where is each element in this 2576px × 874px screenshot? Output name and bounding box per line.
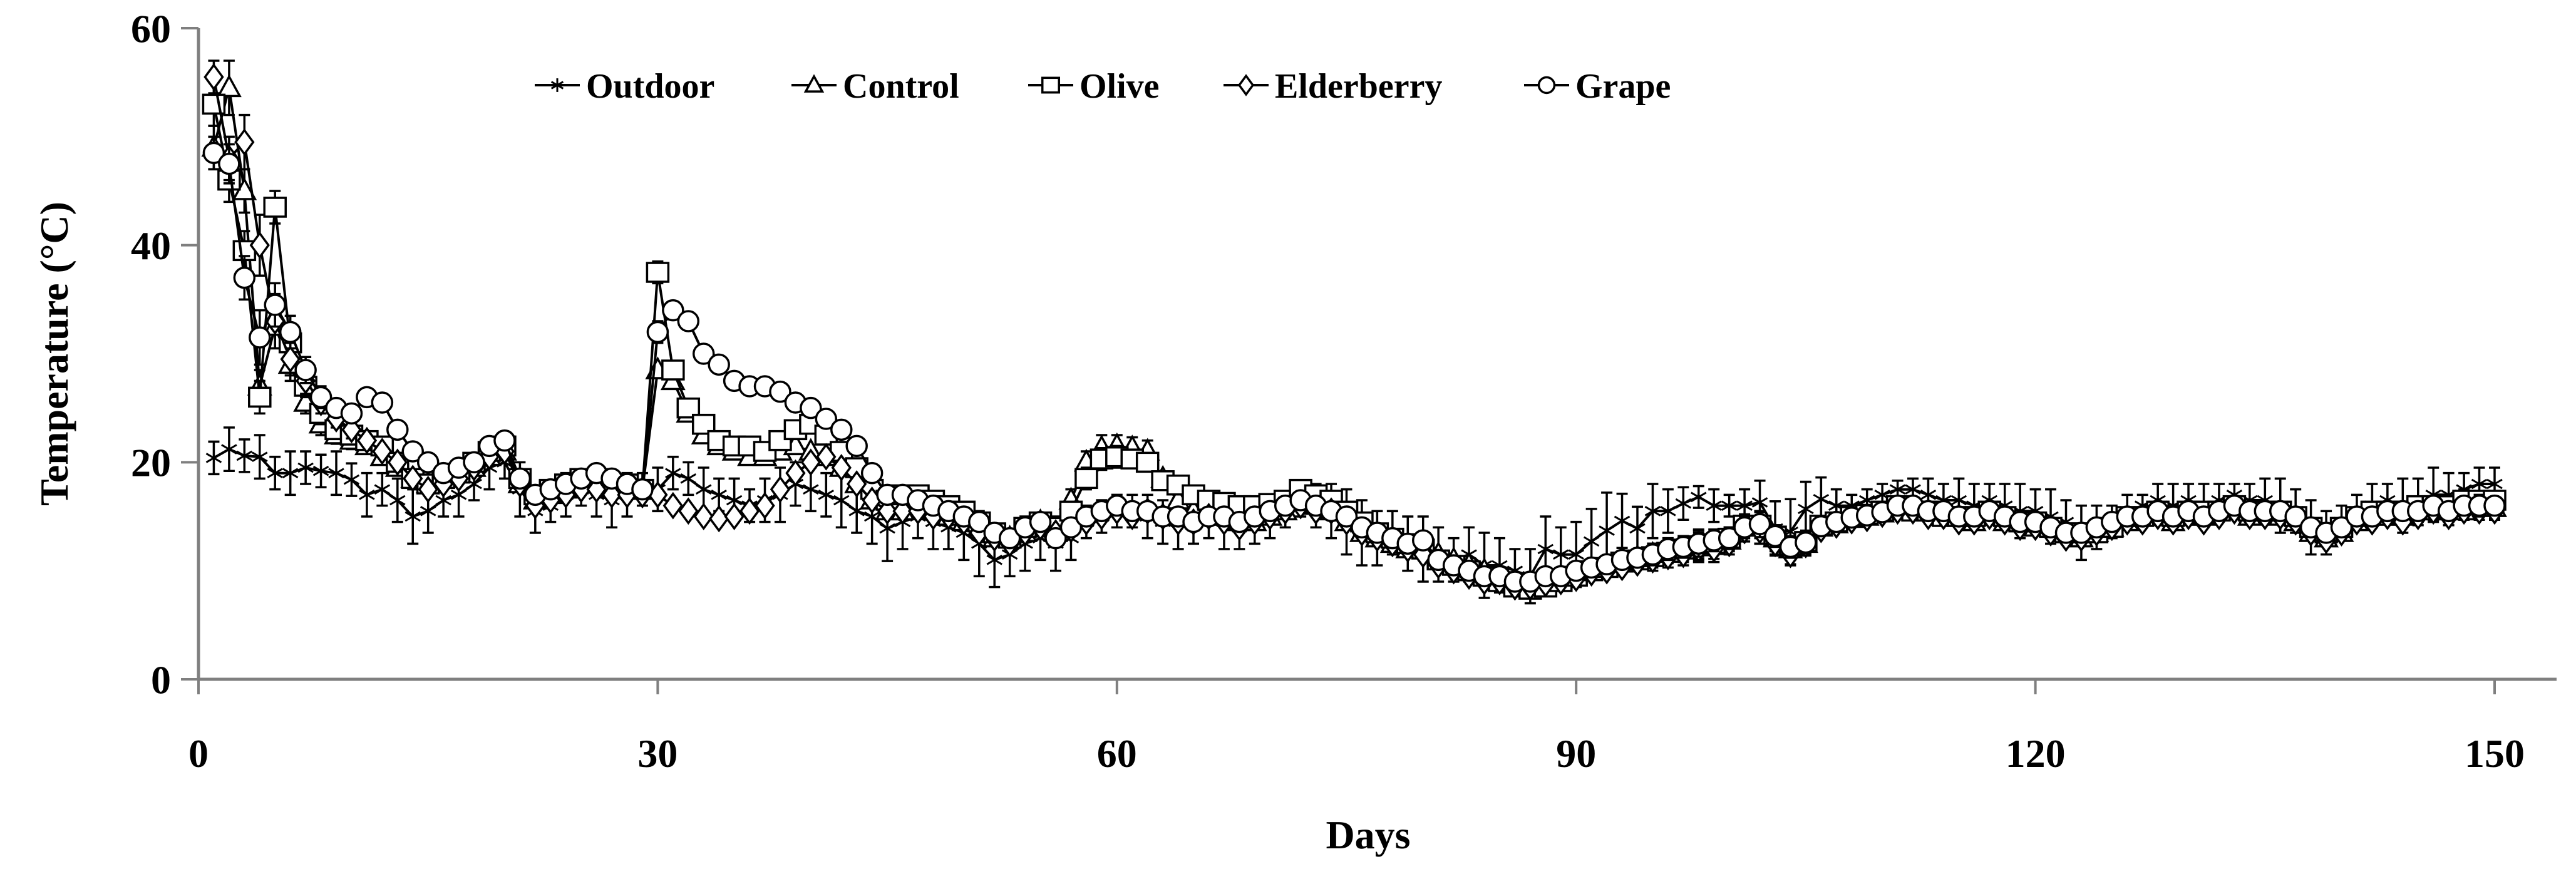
legend-label-olive: Olive — [1079, 67, 1160, 106]
y-tick-label-0: 0 — [151, 657, 171, 702]
legend-layer: Outdoor Control Olive Elderberry Grape — [535, 67, 1671, 106]
series-grape — [202, 135, 2506, 593]
legend-item-olive: Olive — [1028, 67, 1160, 106]
legend-label-outdoor: Outdoor — [586, 67, 714, 106]
y-tick-label-60: 60 — [131, 6, 171, 51]
x-tick-label-90: 90 — [1556, 731, 1596, 776]
y-axis-title: Temperature (°C) — [32, 202, 76, 506]
y-tick-label-40: 40 — [131, 224, 171, 268]
series-layer — [201, 59, 2507, 605]
x-tick-label-30: 30 — [637, 731, 677, 776]
axes-layer: 0 20 40 60 0 30 60 90 120 150 — [131, 6, 2557, 776]
x-axis-title: Days — [1326, 813, 1410, 857]
legend-item-outdoor: Outdoor — [535, 67, 714, 106]
legend-label-control: Control — [843, 67, 959, 106]
x-tick-label-120: 120 — [2006, 731, 2066, 776]
x-tick-label-60: 60 — [1097, 731, 1137, 776]
legend-label-elderberry: Elderberry — [1275, 67, 1442, 106]
x-tick-label-150: 150 — [2465, 731, 2525, 776]
x-tick-label-0: 0 — [188, 731, 209, 776]
series-grape-markers — [202, 141, 2506, 593]
legend-item-control: Control — [791, 67, 959, 106]
legend-item-elderberry: Elderberry — [1224, 67, 1442, 106]
legend-label-grape: Grape — [1575, 67, 1671, 106]
legend-item-grape: Grape — [1524, 67, 1671, 106]
y-tick-label-20: 20 — [131, 441, 171, 485]
